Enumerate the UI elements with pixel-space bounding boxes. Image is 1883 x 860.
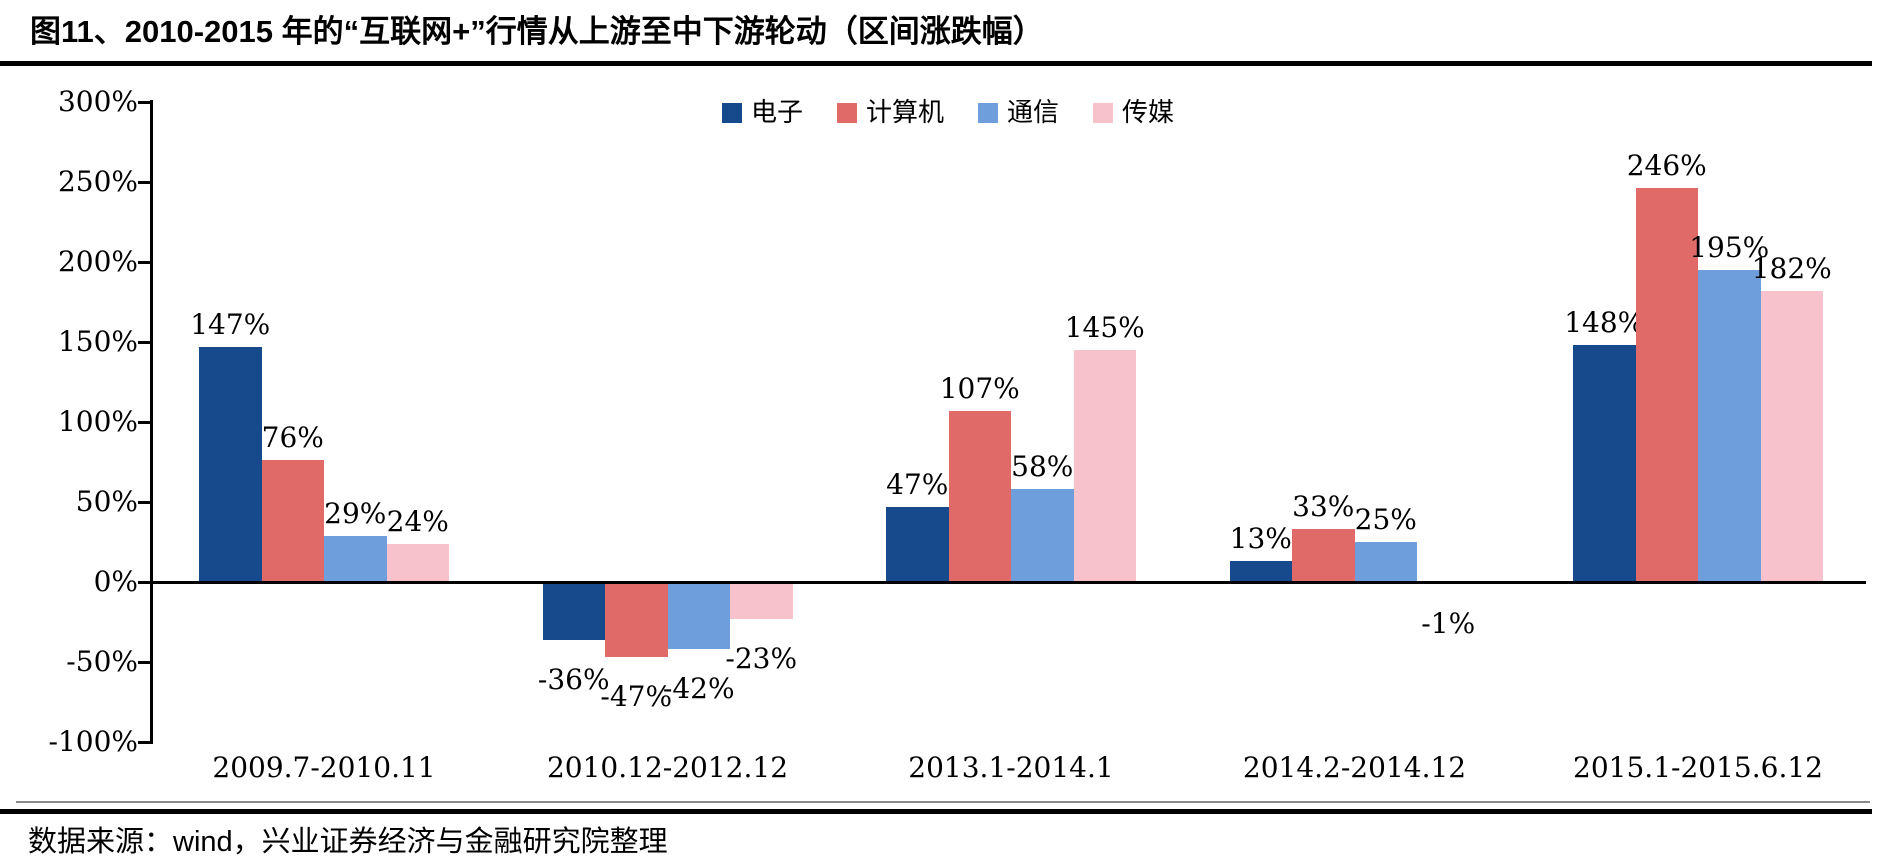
y-axis-tick-label: 250% — [57, 165, 138, 198]
legend-label: 传媒 — [1122, 98, 1175, 128]
y-axis-tick — [138, 501, 150, 504]
x-axis-line — [150, 581, 1866, 584]
legend-label: 电子 — [751, 98, 804, 128]
y-axis-tick-label: -100% — [48, 725, 138, 758]
bar-value-label: 58% — [1011, 450, 1074, 484]
bar-value-label: 33% — [1292, 490, 1355, 524]
y-axis-tick — [138, 101, 150, 104]
bar-value-label: 145% — [1064, 311, 1145, 344]
legend-label: 通信 — [1007, 98, 1060, 128]
y-axis-tick-label: 0% — [93, 565, 138, 598]
bar — [948, 410, 1011, 582]
bar — [1229, 561, 1292, 582]
y-axis-tick — [138, 421, 150, 424]
bar — [386, 543, 449, 582]
legend-label: 计算机 — [866, 98, 945, 128]
y-axis-tick — [138, 181, 150, 184]
figure-title: 图11、2010-2015 年的“互联网+”行情从上游至中下游轮动（区间涨跌幅） — [30, 14, 1044, 49]
bar — [1635, 188, 1698, 582]
x-axis-category-label: 2015.1-2015.6.12 — [1573, 751, 1823, 784]
bar — [1698, 270, 1761, 582]
bar-value-label: 47% — [886, 467, 949, 501]
footer-divider — [0, 809, 1872, 814]
bar-value-label: 147% — [190, 307, 271, 341]
bar — [1011, 489, 1074, 582]
bar-value-label: 25% — [1354, 503, 1417, 536]
bar — [1073, 350, 1136, 582]
legend-swatch — [978, 103, 999, 123]
bar — [667, 582, 730, 650]
y-axis-tick-label: 200% — [57, 245, 138, 278]
y-axis-tick-label: 150% — [57, 325, 138, 358]
title-divider — [0, 61, 1872, 66]
bar-value-label: 24% — [386, 504, 449, 538]
y-axis-tick — [138, 341, 150, 344]
bar-value-label: 195% — [1689, 231, 1770, 264]
bar-value-label: 182% — [1751, 251, 1832, 285]
bar — [605, 582, 668, 658]
bar — [199, 346, 262, 582]
bar-value-label: -1% — [1421, 606, 1476, 640]
legend-swatch — [1093, 103, 1114, 123]
bar-value-label: -47% — [600, 680, 673, 714]
bar-value-label: 246% — [1626, 149, 1707, 183]
chart-bottom-divider — [16, 801, 1870, 803]
bar — [886, 506, 949, 582]
y-axis-tick-label: 100% — [57, 405, 138, 438]
data-source: 数据来源：wind，兴业证券经济与金融研究院整理 — [28, 826, 668, 858]
bar-value-label: -42% — [662, 672, 735, 706]
y-axis-tick — [138, 741, 150, 744]
bar-chart: 电子 计算机 通信 传媒 300% 250% 200% 150% 100% 50% 0% -50% -… — [48, 85, 1866, 784]
bar — [1760, 290, 1823, 582]
bar-value-label: 76% — [261, 421, 324, 455]
bar-value-label: -36% — [537, 662, 610, 696]
legend-item: 电子 — [722, 100, 803, 126]
bar — [1573, 345, 1636, 582]
bar-value-label: 148% — [1564, 306, 1645, 340]
bar — [1354, 542, 1417, 582]
y-axis-tick — [138, 261, 150, 264]
bar-value-label: -23% — [725, 641, 798, 675]
bar — [324, 535, 387, 582]
legend-item: 传媒 — [1093, 100, 1174, 126]
bar — [1292, 529, 1355, 582]
bar-value-label: 29% — [324, 496, 387, 530]
x-axis-category-label: 2009.7-2010.11 — [212, 751, 436, 784]
x-axis-category-label: 2010.12-2012.12 — [546, 751, 789, 784]
y-axis-tick-label: 300% — [57, 85, 138, 118]
bar — [730, 582, 793, 619]
chart-legend: 电子 计算机 通信 传媒 — [722, 100, 1174, 126]
y-axis-tick — [138, 661, 150, 664]
x-axis-category-label: 2014.2-2014.12 — [1242, 751, 1467, 784]
legend-swatch — [722, 103, 742, 123]
legend-swatch — [837, 103, 858, 123]
y-axis-tick — [138, 581, 150, 584]
y-axis-tick-label: 50% — [75, 485, 138, 518]
legend-item: 计算机 — [837, 100, 944, 126]
legend-item: 通信 — [978, 100, 1059, 126]
bar — [261, 460, 324, 582]
x-axis-category-label: 2013.1-2014.1 — [908, 751, 1114, 784]
bar-value-label: 13% — [1229, 522, 1292, 556]
bar-value-label: 107% — [939, 371, 1020, 405]
y-axis-tick-label: -50% — [66, 645, 138, 678]
y-axis-line — [150, 100, 153, 744]
bar — [542, 582, 605, 640]
